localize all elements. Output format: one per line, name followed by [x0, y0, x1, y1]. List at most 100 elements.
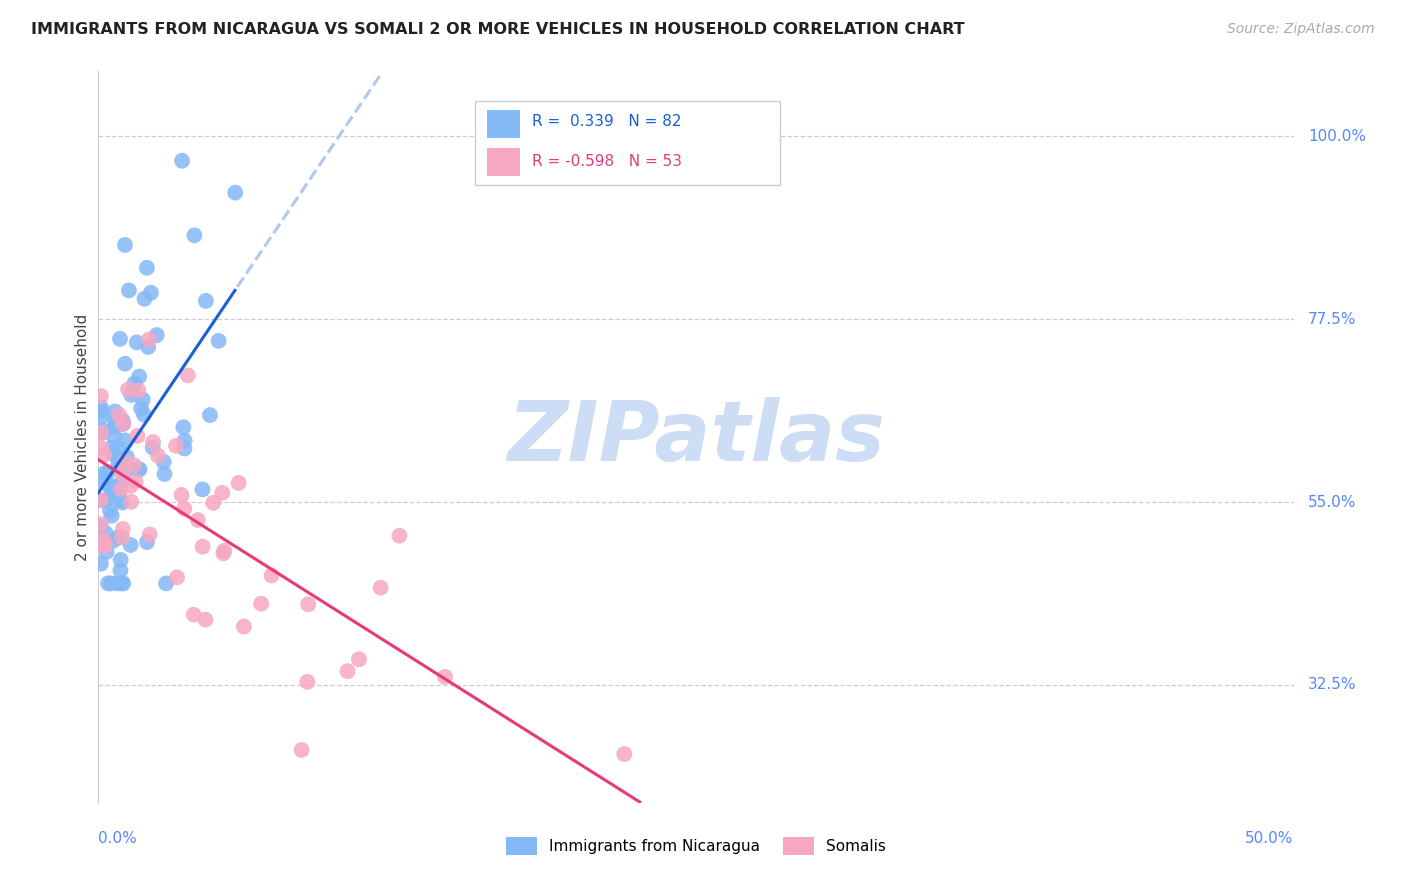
- Point: [108, 408, 131, 422]
- Point: [291, 743, 314, 757]
- Point: [434, 670, 457, 684]
- Text: R =  0.339   N = 82: R = 0.339 N = 82: [533, 114, 682, 129]
- Point: [173, 434, 195, 448]
- Point: [110, 553, 132, 567]
- Point: [108, 332, 131, 346]
- Point: [93, 448, 115, 462]
- Text: Source: ZipAtlas.com: Source: ZipAtlas.com: [1227, 22, 1375, 37]
- Point: [122, 458, 145, 473]
- Point: [613, 747, 636, 761]
- Legend: Immigrants from Nicaragua, Somalis: Immigrants from Nicaragua, Somalis: [501, 831, 891, 861]
- Point: [90, 389, 112, 403]
- Point: [191, 483, 214, 497]
- Point: [388, 529, 411, 543]
- Point: [107, 460, 129, 475]
- Point: [125, 335, 148, 350]
- Point: [132, 392, 155, 407]
- Point: [142, 441, 165, 455]
- Point: [297, 674, 319, 689]
- Point: [172, 153, 194, 168]
- Point: [112, 576, 135, 591]
- Point: [260, 568, 283, 582]
- Point: [135, 260, 157, 275]
- Point: [297, 597, 319, 611]
- Point: [103, 533, 125, 548]
- Text: 100.0%: 100.0%: [1308, 128, 1365, 144]
- Point: [94, 536, 117, 550]
- Point: [138, 527, 160, 541]
- Text: IMMIGRANTS FROM NICARAGUA VS SOMALI 2 OR MORE VEHICLES IN HOUSEHOLD CORRELATION : IMMIGRANTS FROM NICARAGUA VS SOMALI 2 OR…: [31, 22, 965, 37]
- Point: [194, 613, 217, 627]
- FancyBboxPatch shape: [486, 110, 520, 138]
- Point: [101, 445, 124, 459]
- Point: [98, 480, 121, 494]
- Text: 50.0%: 50.0%: [1246, 831, 1294, 846]
- Point: [100, 576, 122, 591]
- Point: [101, 484, 124, 499]
- Point: [212, 546, 235, 560]
- Point: [136, 535, 159, 549]
- Point: [155, 576, 177, 591]
- Point: [93, 424, 115, 438]
- Point: [187, 513, 209, 527]
- Point: [112, 417, 135, 431]
- Point: [100, 479, 122, 493]
- Point: [90, 404, 112, 418]
- Point: [90, 493, 112, 508]
- Point: [228, 475, 250, 490]
- Point: [207, 334, 229, 348]
- Point: [90, 441, 112, 455]
- Point: [127, 462, 149, 476]
- Point: [124, 376, 146, 391]
- Point: [146, 449, 169, 463]
- Point: [110, 482, 132, 496]
- Point: [98, 504, 121, 518]
- Point: [153, 467, 176, 481]
- Text: R = -0.598   N = 53: R = -0.598 N = 53: [533, 153, 682, 169]
- Point: [250, 597, 273, 611]
- Point: [142, 435, 165, 450]
- Point: [97, 466, 120, 480]
- Point: [108, 477, 131, 491]
- Point: [115, 464, 138, 478]
- Point: [134, 292, 156, 306]
- FancyBboxPatch shape: [475, 101, 780, 185]
- Text: 77.5%: 77.5%: [1308, 311, 1357, 326]
- FancyBboxPatch shape: [486, 148, 520, 177]
- Point: [370, 581, 392, 595]
- Point: [120, 538, 142, 552]
- Point: [177, 368, 200, 383]
- Point: [110, 564, 132, 578]
- Point: [104, 417, 127, 432]
- Point: [93, 474, 115, 488]
- Point: [90, 557, 112, 571]
- Point: [90, 520, 112, 534]
- Point: [170, 488, 193, 502]
- Point: [114, 455, 136, 469]
- Point: [138, 333, 160, 347]
- Point: [115, 450, 138, 464]
- Point: [103, 430, 125, 444]
- Point: [191, 540, 214, 554]
- Point: [127, 429, 149, 443]
- Point: [107, 489, 129, 503]
- Point: [118, 284, 141, 298]
- Point: [90, 425, 112, 440]
- Point: [96, 545, 118, 559]
- Point: [347, 652, 370, 666]
- Point: [90, 410, 112, 425]
- Text: 55.0%: 55.0%: [1308, 494, 1357, 509]
- Point: [224, 186, 246, 200]
- Point: [212, 543, 235, 558]
- Point: [93, 533, 115, 547]
- Point: [104, 420, 127, 434]
- Point: [111, 466, 134, 480]
- Point: [96, 492, 118, 507]
- Point: [111, 576, 134, 591]
- Point: [173, 442, 195, 456]
- Point: [132, 408, 155, 422]
- Point: [232, 619, 254, 633]
- Point: [146, 328, 169, 343]
- Point: [128, 462, 150, 476]
- Point: [114, 434, 136, 448]
